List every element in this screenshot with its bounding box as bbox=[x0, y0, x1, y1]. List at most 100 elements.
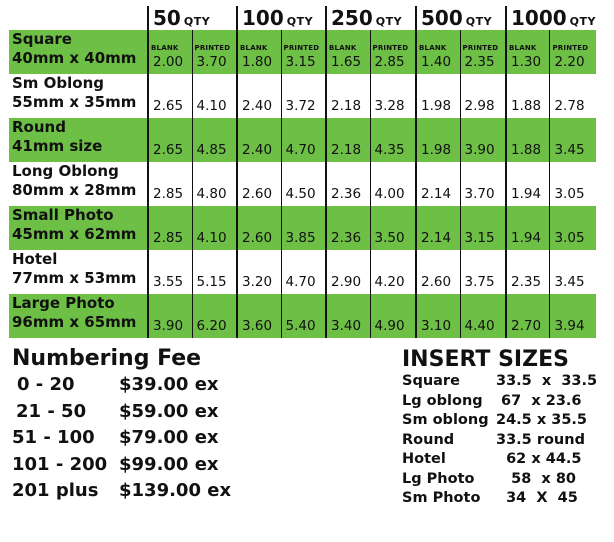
printed-price: 3.28 bbox=[369, 74, 416, 118]
price-value: 3.94 bbox=[554, 318, 585, 334]
printed-price: 3.75 bbox=[459, 250, 506, 294]
blank-price: 2.14 bbox=[415, 206, 460, 250]
blank-label: BLANK bbox=[151, 44, 179, 52]
printed-price: PRINTED 2.35 bbox=[459, 30, 506, 74]
printed-price: 3.50 bbox=[369, 206, 416, 250]
quantity-number: 250 bbox=[331, 6, 373, 30]
printed-price: 4.00 bbox=[369, 162, 416, 206]
price-value: 2.18 bbox=[331, 98, 362, 114]
price-value: 1.30 bbox=[511, 54, 542, 70]
price-value: 2.85 bbox=[374, 54, 405, 70]
printed-price: 3.05 bbox=[549, 206, 596, 250]
blank-price: 3.40 bbox=[325, 294, 370, 338]
price-value: 3.85 bbox=[285, 230, 316, 246]
quantity-header: 1000 QTY bbox=[505, 6, 596, 30]
price-value: 2.70 bbox=[511, 318, 542, 334]
product-row: Round 41mm size 2.65 4.85 2.40 4.70 2.18 4.35 1.… bbox=[9, 118, 596, 162]
printed-price: 4.40 bbox=[459, 294, 506, 338]
product-cell: Square 40mm x 40mm bbox=[9, 30, 148, 74]
product-cell: Large Photo 96mm x 65mm bbox=[9, 294, 148, 338]
product-row: Sm Oblong 55mm x 35mm 2.65 4.10 2.40 3.72 2.18… bbox=[9, 74, 596, 118]
blank-label: BLANK bbox=[240, 44, 268, 52]
price-value: 3.70 bbox=[464, 186, 495, 202]
price-value: 3.72 bbox=[285, 98, 316, 114]
quantity-number: 500 bbox=[421, 6, 463, 30]
printed-price: 2.98 bbox=[459, 74, 506, 118]
product-size: 40mm x 40mm bbox=[12, 49, 137, 67]
price-value: 4.70 bbox=[285, 142, 316, 158]
blank-price: 2.60 bbox=[236, 206, 281, 250]
price-value: 3.45 bbox=[554, 274, 585, 290]
blank-price: 2.60 bbox=[236, 162, 281, 206]
insert-name: Lg oblong bbox=[402, 392, 483, 409]
price-value: 1.94 bbox=[511, 230, 542, 246]
printed-label: PRINTED bbox=[372, 44, 409, 52]
blank-price: 1.98 bbox=[415, 74, 460, 118]
product-name: Hotel bbox=[12, 250, 58, 268]
price-value: 3.28 bbox=[374, 98, 405, 114]
insert-size: 67 x 23.6 bbox=[496, 392, 582, 409]
insert-name: Hotel bbox=[402, 451, 446, 467]
price-value: 2.85 bbox=[153, 230, 184, 246]
blank-price: 2.40 bbox=[236, 118, 281, 162]
price-value: 3.05 bbox=[554, 230, 585, 246]
product-name: Sm Oblong bbox=[12, 74, 105, 92]
blank-price: 2.90 bbox=[325, 250, 370, 294]
printed-label: PRINTED bbox=[462, 44, 499, 52]
printed-price: 4.70 bbox=[280, 118, 326, 162]
printed-price: 4.85 bbox=[191, 118, 237, 162]
price-value: 2.40 bbox=[242, 98, 273, 114]
insert-size: 34 X 45 bbox=[496, 490, 578, 506]
printed-price: 3.70 bbox=[459, 162, 506, 206]
product-size: 55mm x 35mm bbox=[12, 93, 137, 111]
product-row: Small Photo 45mm x 62mm 2.85 4.10 2.60 3.85 2.… bbox=[9, 206, 596, 250]
product-cell: Round 41mm size bbox=[9, 118, 148, 162]
insert-size-row: Round 33.5 round bbox=[402, 432, 607, 450]
insert-sizes-title: INSERT SIZES bbox=[402, 347, 569, 372]
price-value: 4.20 bbox=[374, 274, 405, 290]
insert-size: 62 x 44.5 bbox=[496, 451, 582, 467]
price-value: 4.85 bbox=[196, 142, 227, 158]
numbering-fee: $79.00 ex bbox=[119, 427, 219, 448]
printed-price: 6.20 bbox=[191, 294, 237, 338]
price-value: 2.90 bbox=[331, 274, 362, 290]
price-value: 2.14 bbox=[421, 186, 452, 202]
product-cell: Sm Oblong 55mm x 35mm bbox=[9, 74, 148, 118]
printed-price: 5.40 bbox=[280, 294, 326, 338]
insert-size: 33.5 x 33.5 bbox=[496, 373, 598, 389]
printed-price: 3.90 bbox=[459, 118, 506, 162]
blank-price: 2.36 bbox=[325, 162, 370, 206]
blank-price: 2.65 bbox=[147, 118, 192, 162]
price-value: 1.98 bbox=[421, 98, 452, 114]
price-value: 4.10 bbox=[196, 230, 227, 246]
blank-price: 3.60 bbox=[236, 294, 281, 338]
price-value: 3.90 bbox=[464, 142, 495, 158]
insert-size-row: Hotel 62 x 44.5 bbox=[402, 451, 607, 469]
blank-price: 1.98 bbox=[415, 118, 460, 162]
price-value: 2.35 bbox=[511, 274, 542, 290]
price-value: 3.50 bbox=[374, 230, 405, 246]
price-value: 2.60 bbox=[421, 274, 452, 290]
blank-price: 2.85 bbox=[147, 162, 192, 206]
printed-price: 5.15 bbox=[191, 250, 237, 294]
insert-size-row: Sm Photo 34 X 45 bbox=[402, 490, 607, 508]
quantity-label: QTY bbox=[375, 15, 403, 28]
blank-price: 2.60 bbox=[415, 250, 460, 294]
blank-price: 3.90 bbox=[147, 294, 192, 338]
quantity-header: 50 QTY bbox=[147, 6, 237, 30]
price-value: 2.60 bbox=[242, 186, 273, 202]
printed-price: 3.15 bbox=[459, 206, 506, 250]
price-value: 2.40 bbox=[242, 142, 273, 158]
printed-label: PRINTED bbox=[194, 44, 231, 52]
insert-size-row: Square 33.5 x 33.5 bbox=[402, 373, 607, 391]
price-value: 3.60 bbox=[242, 318, 273, 334]
price-value: 1.65 bbox=[331, 54, 362, 70]
price-value: 2.20 bbox=[554, 54, 585, 70]
price-value: 2.65 bbox=[153, 142, 184, 158]
blank-price: 2.35 bbox=[505, 250, 550, 294]
quantity-label: QTY bbox=[465, 15, 493, 28]
blank-price: 1.94 bbox=[505, 162, 550, 206]
blank-price: BLANK 1.80 bbox=[236, 30, 281, 74]
product-name: Small Photo bbox=[12, 206, 114, 224]
printed-price: PRINTED 2.20 bbox=[549, 30, 596, 74]
